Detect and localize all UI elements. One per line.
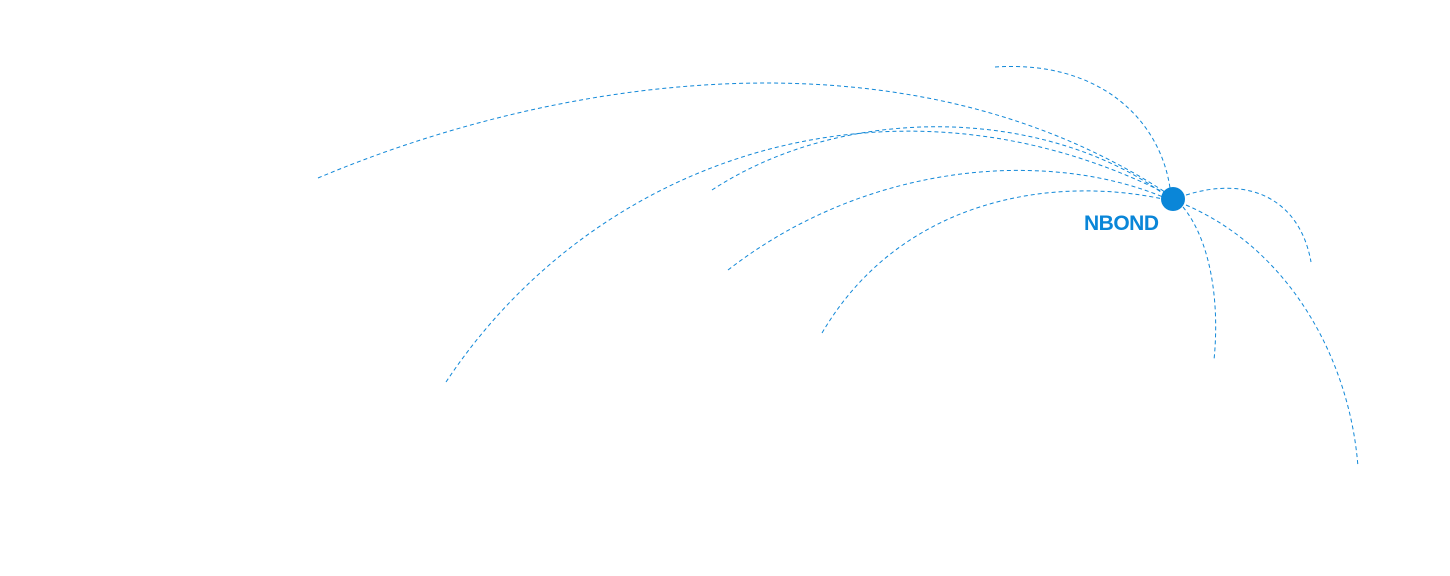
connection-arc [1185, 187, 1312, 263]
connection-arc [821, 190, 1164, 334]
connection-arc [727, 169, 1164, 271]
connection-arc [994, 65, 1171, 189]
hub-dot-icon [1161, 187, 1185, 211]
connection-arc [317, 82, 1166, 193]
connection-arc [1185, 204, 1359, 468]
connection-arc [445, 130, 1166, 383]
connection-arc [711, 126, 1166, 196]
hub-label: NBOND [1084, 212, 1159, 235]
connection-arc [1182, 206, 1217, 361]
